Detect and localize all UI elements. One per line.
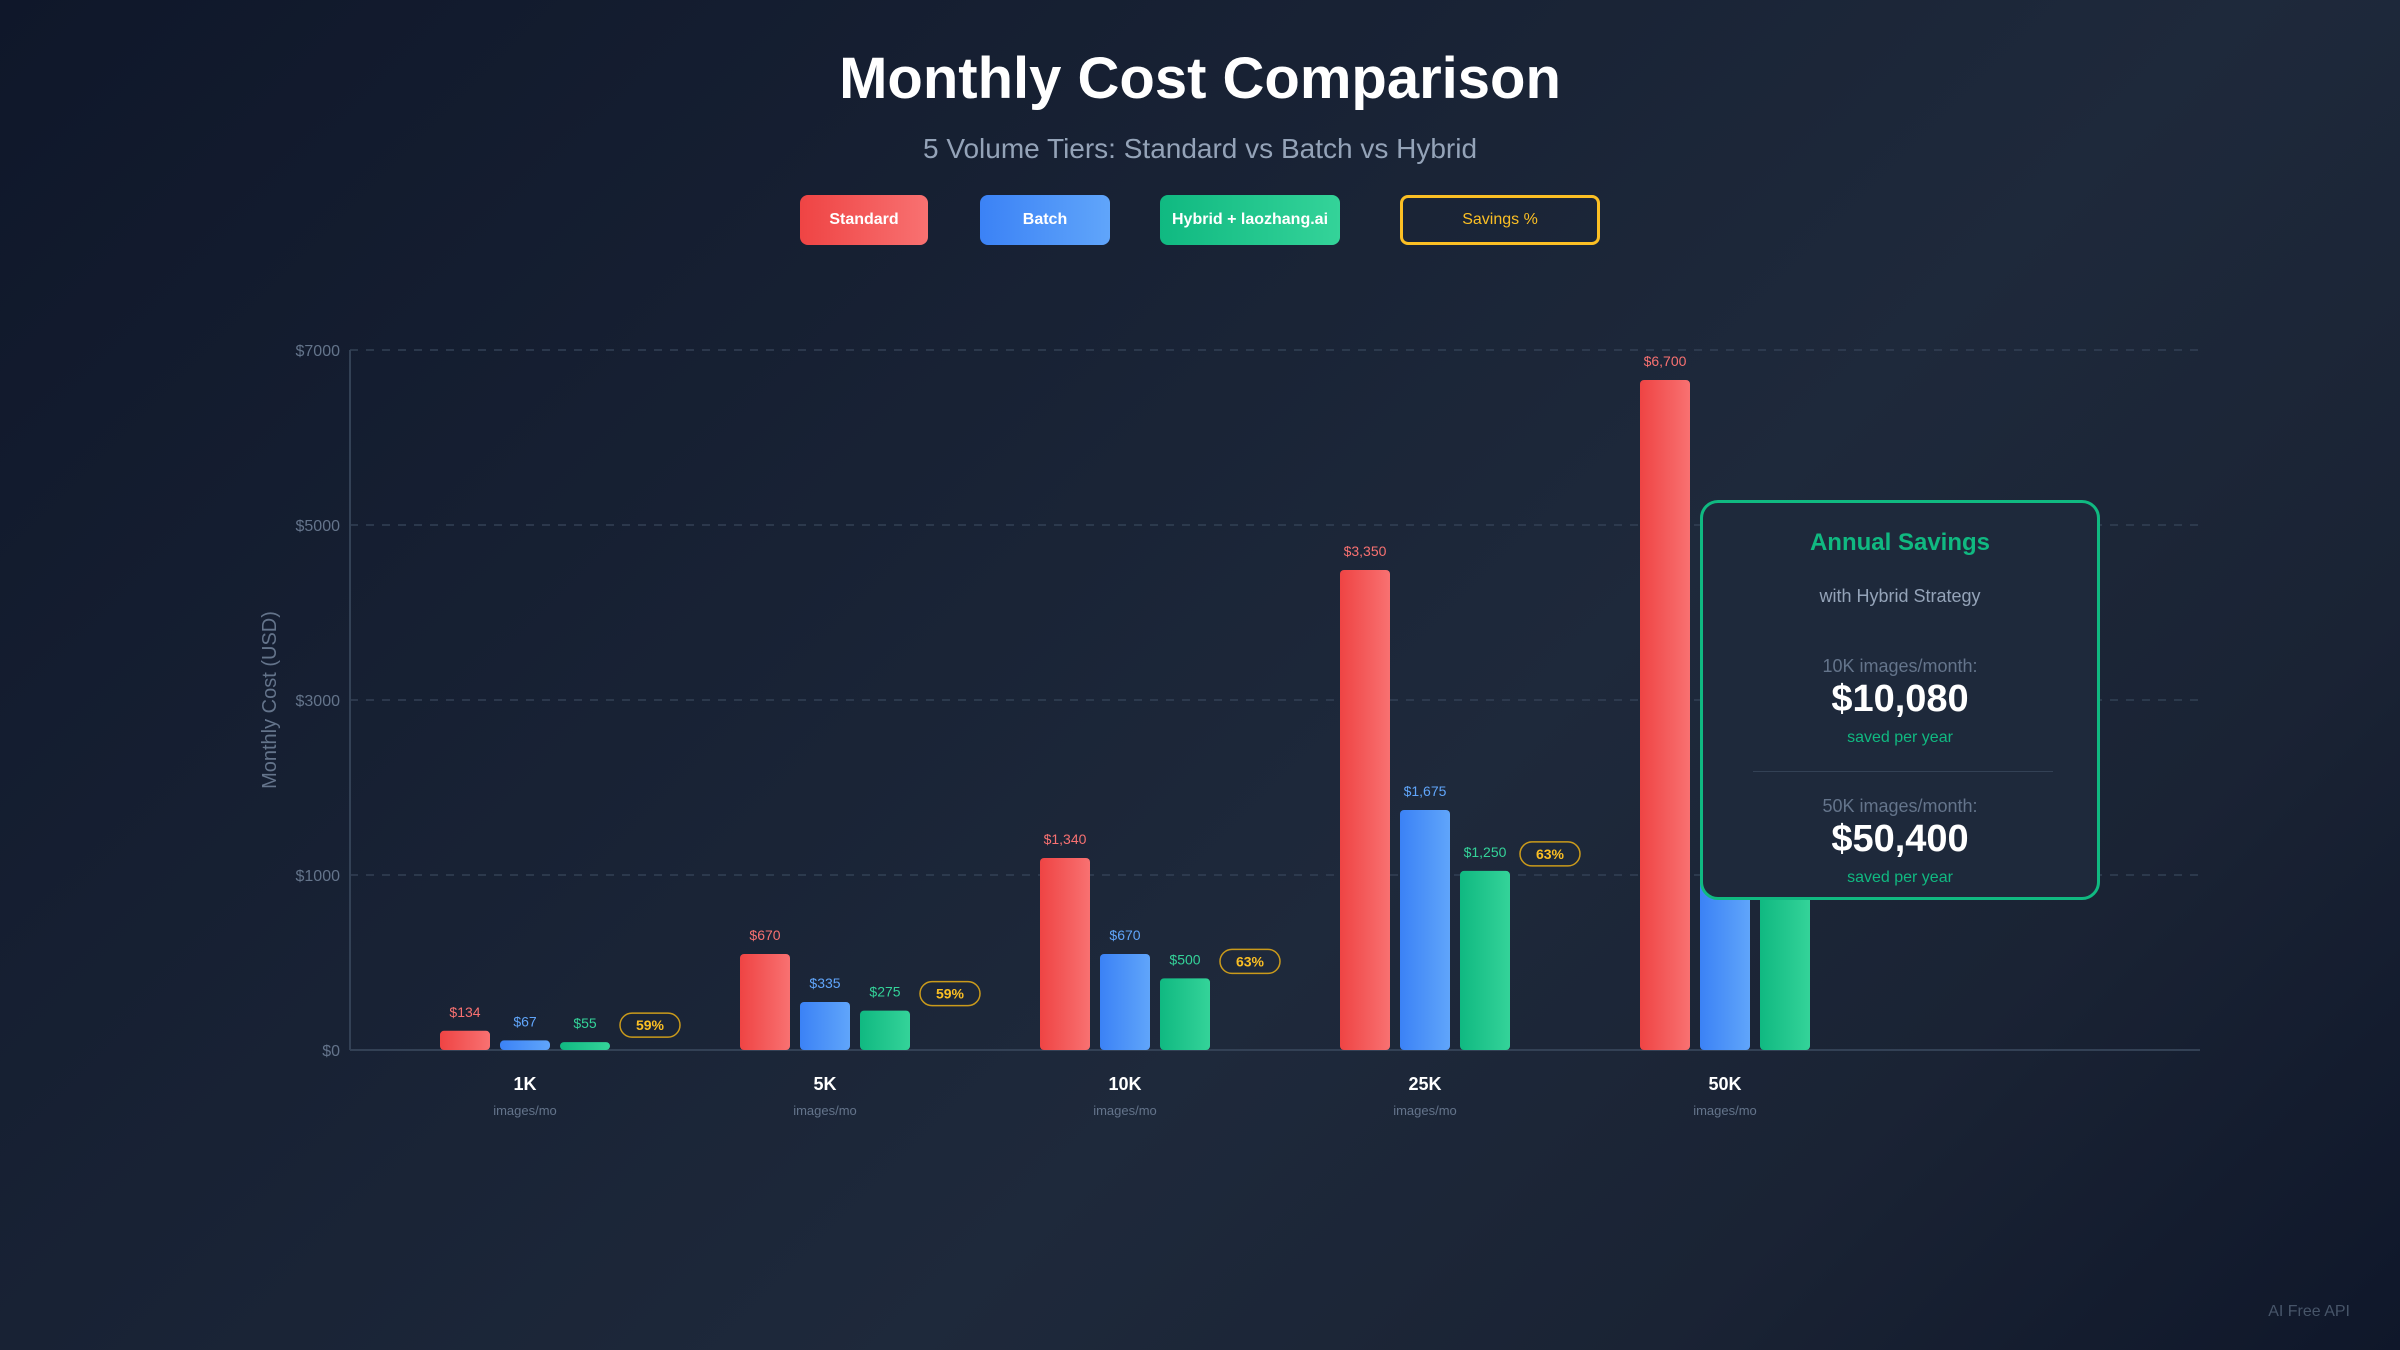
annual-savings-card: Annual Savings with Hybrid Strategy 10K …	[1700, 500, 2100, 900]
bar-batch	[800, 1002, 850, 1050]
bar-value-label: $275	[869, 984, 900, 1000]
bar-value-label: $3,350	[1344, 543, 1387, 559]
y-tick-label: $1000	[296, 868, 341, 885]
savings-badge-label: 59%	[636, 1017, 665, 1033]
x-tick-sublabel: images/mo	[1693, 1103, 1757, 1118]
y-tick-label: $3000	[296, 693, 341, 710]
savings-badge	[1519, 841, 1581, 867]
bar-standard	[740, 954, 790, 1050]
bar-value-label: $1,675	[1404, 783, 1447, 799]
x-tick-label: 10K	[1108, 1074, 1141, 1094]
card-item-label: 50K images/month:	[1822, 796, 1978, 816]
bar-standard	[1340, 570, 1390, 1050]
legend-hybrid: Hybrid + laozhang.ai	[1160, 195, 1340, 245]
card-item-value: $50,400	[1831, 818, 1969, 860]
chart-subtitle: 5 Volume Tiers: Standard vs Batch vs Hyb…	[922, 133, 1478, 164]
card-title: Annual Savings	[1809, 529, 1991, 556]
bar-value-label: $6,700	[1644, 353, 1687, 369]
bar-hybrid	[1160, 978, 1210, 1050]
card-item-label: 10K images/month:	[1822, 656, 1978, 676]
bar-batch	[1400, 810, 1450, 1050]
savings-badge-label: 63%	[1236, 953, 1265, 969]
bar-value-label: $1,250	[1464, 844, 1507, 860]
bar-value-label: $134	[449, 1004, 480, 1020]
legend-standard: Standard	[800, 195, 928, 245]
y-tick-label: $5000	[296, 518, 341, 535]
x-tick-label: 25K	[1408, 1074, 1441, 1094]
card-item-note: saved per year	[1847, 729, 1953, 746]
card-divider	[1753, 771, 2053, 772]
x-tick-label: 1K	[513, 1074, 536, 1094]
savings-badge	[919, 980, 981, 1007]
bar-value-label: $55	[573, 1015, 597, 1031]
legend-savings: Savings %	[1400, 195, 1600, 245]
y-tick-label: $0	[322, 1043, 340, 1060]
bar-value-label: $1,340	[1044, 831, 1087, 847]
bar-value-label: $670	[749, 927, 780, 943]
bar-value-label: $335	[809, 975, 840, 991]
x-tick-label: 5K	[813, 1074, 836, 1094]
card-item-note: saved per year	[1847, 869, 1953, 886]
savings-badge	[619, 1012, 681, 1038]
watermark: AI Free API	[2268, 1303, 2350, 1320]
bar-value-label: $670	[1109, 927, 1140, 943]
card-item-value: $10,080	[1831, 678, 1969, 720]
bar-value-label: $500	[1169, 951, 1200, 967]
bar-standard	[440, 1030, 490, 1050]
legend-batch: Batch	[980, 195, 1110, 245]
bar-batch	[500, 1040, 550, 1050]
x-tick-label: 50K	[1708, 1074, 1741, 1094]
bar-hybrid	[560, 1042, 610, 1050]
bar-standard	[1640, 380, 1690, 1050]
x-tick-sublabel: images/mo	[793, 1103, 857, 1118]
x-tick-sublabel: images/mo	[493, 1103, 557, 1118]
y-axis-label: Monthly Cost (USD)	[259, 611, 281, 789]
savings-badge	[1219, 948, 1281, 975]
bar-batch	[1100, 954, 1150, 1050]
bar-hybrid	[860, 1010, 910, 1050]
x-tick-sublabel: images/mo	[1393, 1103, 1457, 1118]
x-tick-sublabel: images/mo	[1093, 1103, 1157, 1118]
bar-hybrid	[1460, 870, 1510, 1050]
savings-badge-label: 59%	[936, 986, 965, 1002]
card-subtitle: with Hybrid Strategy	[1819, 586, 1981, 606]
y-tick-label: $7000	[296, 343, 341, 360]
bar-standard	[1040, 858, 1090, 1050]
bar-value-label: $67	[513, 1013, 537, 1029]
chart-title: Monthly Cost Comparison	[839, 46, 1561, 111]
savings-badge-label: 63%	[1536, 846, 1565, 862]
